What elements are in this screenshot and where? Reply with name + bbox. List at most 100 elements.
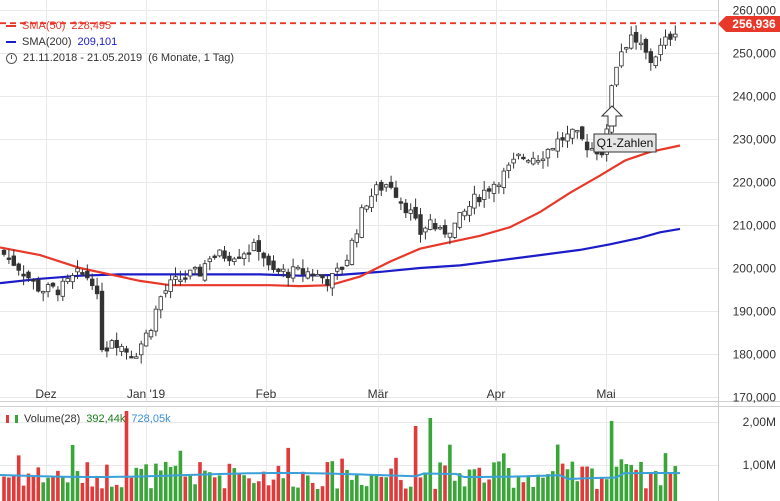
candle-body (457, 212, 462, 228)
volume-bar (114, 484, 119, 501)
candle-body (90, 278, 95, 287)
sma200-value: 209,101 (77, 36, 118, 48)
volume-bar (580, 466, 584, 501)
y-tick-label: 210,000 (733, 219, 777, 233)
candle-body (109, 340, 114, 349)
sma50-value: 228,495 (71, 20, 112, 32)
y-tick-label: 240,000 (733, 90, 777, 104)
volume-bar (663, 453, 668, 501)
volume-bar (379, 476, 384, 501)
volume-bar (296, 487, 300, 501)
candle-body (437, 226, 443, 230)
candle-body (565, 133, 570, 142)
volume-bar (350, 479, 354, 501)
volume-bar (291, 486, 295, 501)
y-tick-label: 250,000 (733, 47, 777, 61)
candle-body (511, 158, 516, 164)
volume-bar (208, 472, 212, 501)
volume-bar (575, 481, 580, 501)
annotation-box (593, 133, 657, 153)
chart-legend: SMA(50) 228,495 SMA(200) 209,101 21.11.2… (6, 18, 234, 66)
volume-bar (482, 482, 486, 501)
volume-bar (36, 467, 41, 501)
legend-sma200: SMA(200) 209,101 (6, 34, 234, 50)
volume-bar (281, 478, 286, 501)
volume-tick-label: 2,00M (743, 415, 776, 429)
candle-body (325, 279, 330, 286)
volume-bar (325, 462, 330, 501)
candle-body (55, 289, 61, 296)
candle-body (560, 137, 565, 141)
volume-bar (443, 465, 447, 501)
candle-body (584, 141, 590, 151)
candle-body (638, 42, 644, 46)
candle-body (599, 152, 604, 156)
volume-bar (183, 476, 188, 501)
candle-body (45, 284, 51, 293)
x-tick-label: Mär (368, 387, 389, 401)
volume-bar (658, 485, 663, 501)
candle-body (535, 160, 541, 163)
y-tick-label: 260,000 (733, 4, 777, 18)
candle-body (570, 128, 575, 139)
volume-bar (423, 472, 428, 501)
candle-body (619, 51, 624, 67)
up-arrow-icon (600, 105, 624, 127)
candle-body (212, 255, 217, 258)
y-tick-label: 190,000 (733, 305, 777, 319)
volume-bar (345, 469, 349, 501)
volume-bar (364, 486, 369, 501)
candle-body (589, 148, 595, 151)
volume-bar (261, 471, 266, 501)
candle-body (21, 273, 26, 277)
volume-bar (212, 477, 217, 501)
candle-body (383, 184, 389, 188)
candle-body (202, 263, 208, 281)
volume-bar (266, 485, 271, 501)
candle-body (65, 278, 70, 283)
candle-body (501, 170, 506, 188)
volume-bar (448, 444, 452, 501)
candle-body (614, 66, 619, 86)
y-tick-label: 230,000 (733, 133, 777, 147)
volume-bars (2, 411, 678, 501)
candle-body (163, 290, 168, 294)
volume-bar (149, 488, 153, 501)
volume-bar (600, 476, 604, 501)
candle-body (428, 219, 433, 230)
sma50-label: SMA(50) (22, 20, 66, 32)
candle-body (388, 181, 394, 188)
candle-body (653, 56, 658, 66)
volume-bar (227, 463, 232, 501)
volume-bar (232, 468, 237, 501)
volume-bar (95, 475, 99, 501)
candle-body (531, 157, 536, 165)
candle-body (408, 209, 413, 214)
candle-body (467, 205, 472, 216)
volume-bar (61, 476, 65, 501)
candle-body (1, 249, 7, 255)
candle-body (124, 348, 129, 353)
candle-body (256, 240, 261, 252)
volume-bar (41, 482, 45, 501)
volume-bar (560, 463, 565, 501)
volume-bar (100, 488, 104, 501)
volume-bar (428, 418, 433, 501)
candle-body (227, 255, 232, 262)
sma200-line (0, 227, 681, 285)
candle-body (31, 279, 36, 282)
volume-down-swatch (6, 415, 9, 423)
volume-bar (487, 479, 491, 501)
volume-bar (51, 476, 55, 501)
candle-body (315, 274, 320, 277)
volume-bar (462, 486, 467, 501)
candle-body (271, 260, 276, 271)
candle-body (516, 153, 521, 157)
volume-bar (203, 470, 207, 501)
candlesticks (1, 25, 678, 364)
candle-body (379, 181, 384, 191)
candle-body (624, 47, 629, 50)
candle-body (344, 259, 350, 267)
